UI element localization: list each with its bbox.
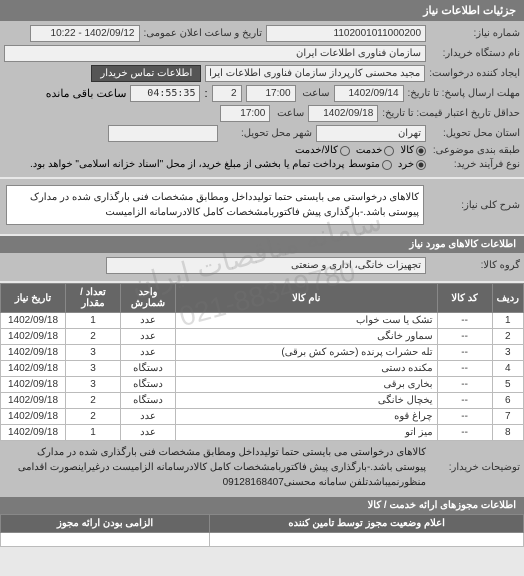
desc-label: شرح کلی نیاز: (430, 200, 520, 211)
radio-both[interactable] (340, 146, 350, 156)
license-row (1, 533, 524, 547)
tab-need-details[interactable]: جزئیات اطلاعات نیاز (0, 0, 524, 21)
desc-panel: شرح کلی نیاز: کالاهای درخواستی می بایستی… (0, 179, 524, 234)
delivery-city-label: شهر محل تحویل: (222, 128, 312, 139)
goods-section-title: اطلاعات کالاهای مورد نیاز (0, 236, 524, 253)
delivery-city (108, 125, 218, 142)
radio-kala[interactable] (416, 146, 426, 156)
table-row[interactable]: 4--مکنده دستیدستگاه31402/09/18 (1, 361, 524, 377)
th-date: تاریخ نیاز (1, 284, 66, 313)
radio-khedmat[interactable] (384, 146, 394, 156)
buyer-device-input (4, 45, 426, 62)
table-row[interactable]: 3--تله حشرات پرنده (حشره کش برقی)عدد3140… (1, 345, 524, 361)
delivery-state (316, 125, 426, 142)
radio-khord[interactable] (416, 160, 426, 170)
footer-text: کالاهای درخواستی می بایستی حتما تولیدداخ… (4, 445, 426, 490)
table-row[interactable]: 5--بخاری برقیدستگاه31402/09/18 (1, 377, 524, 393)
th-unit: واحد شمارش (121, 284, 176, 313)
licenses-title: اطلاعات مجوزهای ارائه خدمت / کالا (0, 497, 524, 514)
announce-label: تاریخ و ساعت اعلان عمومی: (144, 28, 263, 39)
th-name: نام کالا (176, 284, 438, 313)
footer-label: توضیحات خریدار: (430, 460, 520, 475)
validity-time (220, 105, 270, 122)
footer-panel: توضیحات خریدار: کالاهای درخواستی می بایس… (0, 441, 524, 497)
timer-suffix: ساعت باقی مانده (46, 87, 127, 100)
process-radios: خرد متوسط (348, 159, 426, 170)
desc-text: کالاهای درخواستی می بایستی حتما تولیدداخ… (6, 185, 424, 225)
goods-panel: گروه کالا: (0, 253, 524, 281)
budget-radios: کالا خدمت کالا/خدمت (295, 145, 426, 156)
th-row: ردیف (492, 284, 523, 313)
validity-label: حداقل تاریخ اعتبار قیمت: تا تاریخ: (382, 108, 520, 119)
budget-label: طبقه بندی موضوعی: (430, 145, 520, 156)
days-left (212, 85, 242, 102)
req-no-input (266, 25, 426, 42)
validity-date (308, 105, 378, 122)
licenses-table: اعلام وضعیت مجوز توسط تامین کننده الزامی… (0, 514, 524, 547)
timer (130, 85, 200, 102)
table-row[interactable]: 8--میز اتوعدد11402/09/18 (1, 425, 524, 441)
table-row[interactable]: 1--تشک یا ست خوابعدد11402/09/18 (1, 313, 524, 329)
th-code: کد کالا (437, 284, 492, 313)
announce-input (30, 25, 140, 42)
table-row[interactable]: 6--یخچال خانگیدستگاه21402/09/18 (1, 393, 524, 409)
deadline-time (246, 85, 296, 102)
time-label-2: ساعت (274, 108, 304, 119)
requester-input (205, 65, 425, 82)
group-input (106, 257, 426, 274)
delivery-state-label: استان محل تحویل: (430, 128, 520, 139)
group-label: گروه کالا: (430, 260, 520, 271)
th-status: اعلام وضعیت مجوز توسط تامین کننده (210, 515, 524, 533)
deadline-date (334, 85, 404, 102)
table-row[interactable]: 7--چراغ قوهعدد21402/09/18 (1, 409, 524, 425)
sep: : (204, 88, 207, 100)
general-panel: شماره نیاز: تاریخ و ساعت اعلان عمومی: نا… (0, 21, 524, 177)
goods-table: ردیف کد کالا نام کالا واحد شمارش تعداد /… (0, 283, 524, 441)
th-qty: تعداد / مقدار (66, 284, 121, 313)
process-note: پرداخت تمام یا بخشی از مبلغ خرید، از محل… (30, 159, 344, 170)
contact-button[interactable]: اطلاعات تماس خریدار (91, 65, 201, 82)
process-label: نوع فرآیند خرید: (430, 159, 520, 170)
time-label-1: ساعت (300, 88, 330, 99)
deadline-label: مهلت ارسال پاسخ: تا تاریخ: (408, 88, 520, 99)
req-no-label: شماره نیاز: (430, 28, 520, 39)
table-row[interactable]: 2--سماور خانگیعدد21402/09/18 (1, 329, 524, 345)
radio-motavaset[interactable] (382, 160, 392, 170)
th-mandatory: الزامی بودن ارائه مجوز (1, 515, 210, 533)
requester-label: ایجاد کننده درخواست: (429, 68, 520, 79)
buyer-device-label: نام دستگاه خریدار: (430, 48, 520, 59)
